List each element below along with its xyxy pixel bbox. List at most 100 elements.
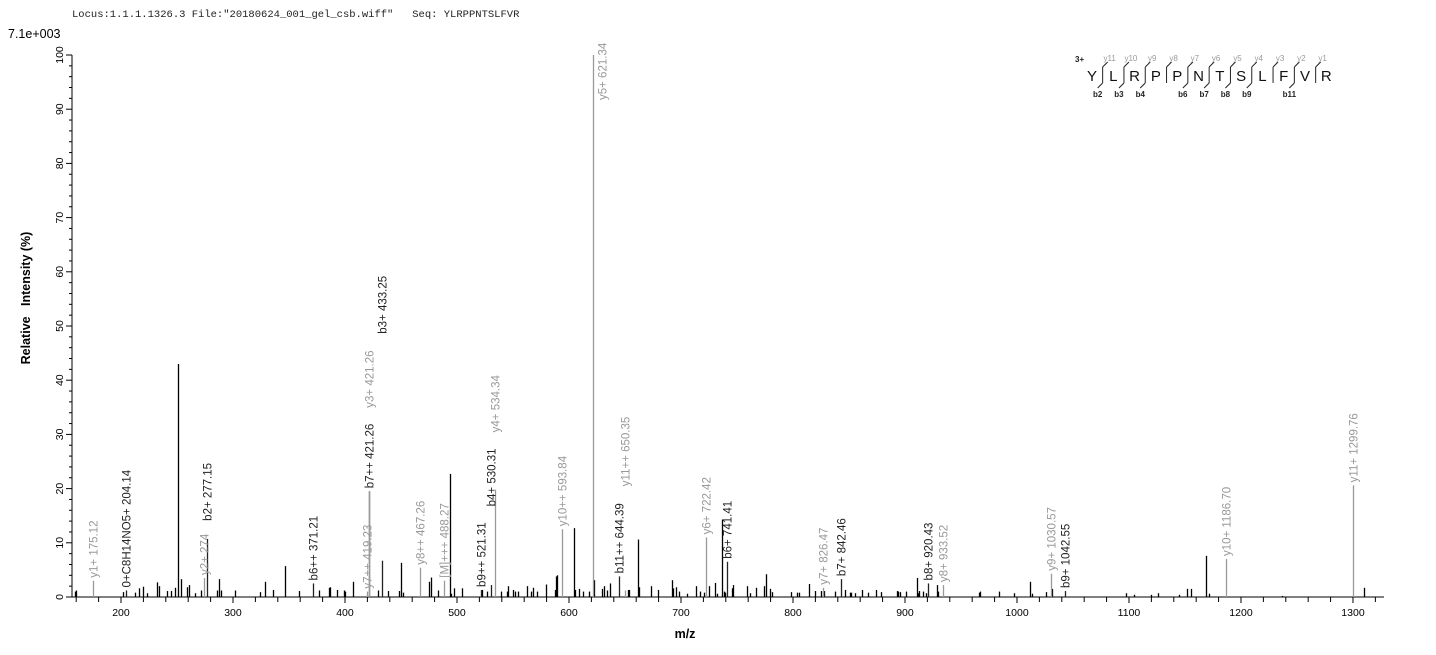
y-ion-legend-label: y1 [1318, 54, 1327, 63]
sequence-residue: Y [1087, 68, 1097, 85]
b-ion-legend-label: b11 [1283, 90, 1297, 99]
y-tick-label: 60 [54, 266, 66, 278]
y-ion-hook [1166, 61, 1172, 68]
sequence-residue: R [1321, 68, 1332, 85]
y-ion-legend-label: y11 [1103, 54, 1116, 63]
b-ion-hook [1118, 82, 1125, 89]
y-ion-label: y11++ 650.35 [621, 417, 633, 487]
x-tick-label: 400 [336, 607, 354, 619]
y-ion-label: y8++ 467.26 [416, 501, 428, 565]
b-ion-hook [1097, 82, 1104, 89]
y-ion-hook [1208, 61, 1215, 68]
y-ion-hook [1187, 61, 1194, 68]
b-ion-label: b7++ 421.26 [365, 424, 377, 489]
b-ion-label: b6+ 741.41 [723, 501, 735, 559]
b-ion-label: b4+ 530.31 [487, 448, 499, 506]
y-ion-label: y7++ 419.23 [363, 525, 375, 589]
sequence-residue: R [1129, 68, 1140, 85]
y-ion-label: y7+ 826.47 [819, 528, 831, 585]
y-ion-hook [1102, 61, 1109, 68]
sequence-residue: P [1172, 68, 1182, 85]
x-tick-label: 1200 [1229, 607, 1253, 619]
y-ion-legend-label: y3 [1276, 54, 1285, 63]
x-tick-label: 500 [448, 607, 466, 619]
b-ion-label: b3+ 433.25 [378, 276, 390, 334]
b-ion-label: b11++ 644.39 [615, 503, 627, 573]
x-axis-label: m/z [675, 627, 696, 641]
x-tick-label: 900 [896, 607, 914, 619]
b-ion-label: b7+ 842.46 [837, 518, 849, 576]
y-tick-label: 70 [54, 212, 66, 224]
b-ion-legend-label: b3 [1114, 90, 1124, 99]
x-tick-label: 1000 [1005, 607, 1029, 619]
b-ion-label: b9+ 1042.55 [1061, 524, 1073, 588]
b-ion-label: b6++ 371.21 [309, 516, 321, 581]
y-ion-label: y8+ 933.52 [939, 525, 951, 582]
sequence-residue: N [1193, 68, 1204, 85]
max-intensity-label: 7.1e+003 [8, 27, 61, 41]
b-ion-legend-label: b2 [1093, 90, 1103, 99]
b-ion-label: b8+ 920.43 [924, 523, 936, 581]
b-ion-legend-label: b4 [1136, 90, 1146, 99]
sequence-residue: L [1258, 68, 1266, 85]
b-ion-legend-label: b7 [1199, 90, 1209, 99]
y-axis-label: Relative Intensity (%) [19, 232, 33, 365]
b-ion-hook [1139, 82, 1146, 89]
y-ion-legend-label: y2 [1297, 54, 1306, 63]
b-ion-legend-label: b6 [1178, 90, 1188, 99]
y-ion-hook [1315, 61, 1322, 68]
b-ion-hook [1246, 82, 1253, 89]
y-ion-label: y3+ 421.26 [365, 350, 377, 407]
x-tick-label: 700 [672, 607, 690, 619]
b-ion-label: b9++ 521.31 [477, 522, 489, 587]
sequence-residue: L [1109, 68, 1117, 85]
y-ion-label: y10++ 593.84 [558, 455, 570, 526]
y-ion-hook [1144, 61, 1151, 68]
b-ion-hook [1225, 82, 1231, 89]
y-ion-legend-label: y7 [1191, 54, 1200, 63]
b-ion-hook [1203, 82, 1210, 89]
charge-state: 3+ [1075, 55, 1084, 64]
y-tick-label: 90 [54, 103, 66, 115]
y-ion-label: y2+ 274 [200, 533, 212, 575]
x-tick-label: 300 [224, 607, 242, 619]
y-tick-label: 10 [54, 537, 66, 549]
y-tick-label: 30 [54, 428, 66, 440]
y-ion-label: y11+ 1299.76 [1349, 413, 1361, 482]
x-tick-label: 1300 [1341, 607, 1365, 619]
sequence-residue: V [1300, 68, 1310, 85]
y-tick-label: 50 [54, 320, 66, 332]
x-tick-label: 800 [784, 607, 802, 619]
y-tick-label: 100 [54, 46, 66, 64]
peak-labels: y1+ 175.12 0+C8H14NO5+ 204.14 y2+ 274 b2+ 2… [89, 42, 1361, 588]
y-ion-hook [1230, 61, 1236, 68]
y-ion-hook [1251, 61, 1258, 68]
x-tick-label: 1100 [1118, 607, 1141, 619]
b-ion-label: b2+ 277.15 [203, 463, 215, 521]
y-ion-legend-label: y5 [1233, 54, 1242, 63]
y-ion-label: y10+ 1186.70 [1222, 487, 1234, 556]
y-ion-legend-label: y4 [1255, 54, 1264, 63]
sequence-residue: S [1236, 68, 1246, 85]
y-tick-label: 20 [54, 483, 66, 495]
y-ion-hook [1272, 61, 1279, 68]
y-ion-label: y4+ 534.34 [491, 375, 503, 433]
y-ion-hook [1293, 61, 1300, 68]
axes: 200 300 400 500 600 700 800 900 1000 1100 1200 1300… [54, 46, 1384, 619]
y-ion-legend-label: y9 [1148, 54, 1157, 63]
sequence-residue: F [1279, 68, 1288, 85]
y-ion-label: y6+ 722.42 [702, 477, 714, 534]
b-ion-legend-label: b8 [1221, 90, 1231, 99]
y-ion-label: y9+ 1030.57 [1047, 507, 1059, 571]
y-ion-label: [M]+++ 488.27 [440, 503, 452, 578]
y-tick-label: 0 [54, 594, 66, 600]
sequence-residue: P [1151, 68, 1161, 85]
spectrum-header: Locus:1.1.1.1326.3 File:"20180624_001_ge… [72, 9, 520, 21]
b-ion-label: 0+C8H14NO5+ 204.14 [122, 469, 134, 587]
x-tick-label: 600 [560, 607, 578, 619]
y-tick-label: 40 [54, 374, 66, 386]
y-tick-label: 80 [54, 157, 66, 169]
b-ion-hook [1288, 82, 1295, 89]
